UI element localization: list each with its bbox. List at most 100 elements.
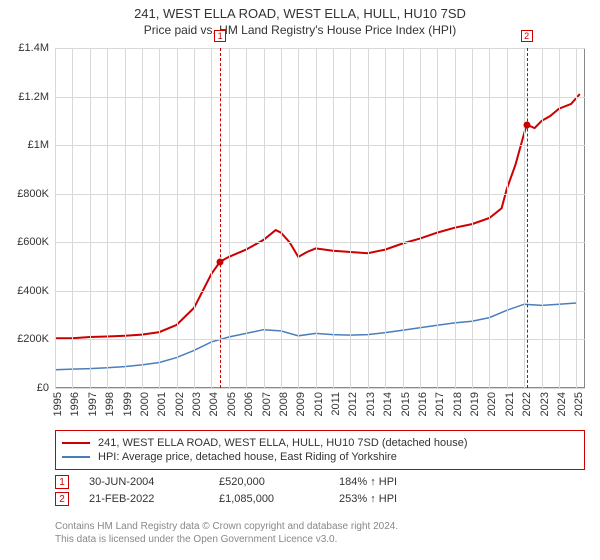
page-title: 241, WEST ELLA ROAD, WEST ELLA, HULL, HU… <box>0 6 600 21</box>
gridline-v <box>177 48 178 388</box>
gridline-v <box>142 48 143 388</box>
xtick-label: 2007 <box>261 392 273 416</box>
xtick-label: 2021 <box>504 392 516 416</box>
transaction-marker: 2 <box>521 30 533 42</box>
gridline-v <box>472 48 473 388</box>
chart-lines <box>55 48 585 388</box>
gridline-v <box>385 48 386 388</box>
xtick-label: 2009 <box>295 392 307 416</box>
ytick-label: £1M <box>28 139 49 151</box>
legend-item-property: 241, WEST ELLA ROAD, WEST ELLA, HULL, HU… <box>62 437 578 449</box>
gridline-v <box>211 48 212 388</box>
gridline-v <box>55 48 56 388</box>
gridline-h <box>55 291 585 292</box>
xtick-label: 2002 <box>174 392 186 416</box>
transaction-marker-box: 2 <box>55 492 69 506</box>
gridline-v <box>159 48 160 388</box>
xtick-label: 1999 <box>122 392 134 416</box>
xtick-label: 2024 <box>556 392 568 416</box>
chart-area: £0£200K£400K£600K£800K£1M£1.2M£1.4M19951… <box>55 48 585 388</box>
xtick-label: 2015 <box>400 392 412 416</box>
xtick-label: 1995 <box>52 392 64 416</box>
legend: 241, WEST ELLA ROAD, WEST ELLA, HULL, HU… <box>55 430 585 470</box>
xtick-label: 2012 <box>347 392 359 416</box>
transaction-dot <box>217 258 224 265</box>
transaction-date: 30-JUN-2004 <box>89 476 219 488</box>
xtick-label: 2006 <box>243 392 255 416</box>
gridline-h <box>55 242 585 243</box>
xtick-label: 2001 <box>156 392 168 416</box>
gridline-v <box>90 48 91 388</box>
legend-item-hpi: HPI: Average price, detached house, East… <box>62 451 578 463</box>
xtick-label: 2022 <box>521 392 533 416</box>
gridline-v <box>542 48 543 388</box>
ytick-label: £200K <box>17 333 49 345</box>
gridline-v <box>316 48 317 388</box>
xtick-label: 1996 <box>69 392 81 416</box>
ytick-label: £1.2M <box>18 91 49 103</box>
gridline-v <box>281 48 282 388</box>
legend-label: 241, WEST ELLA ROAD, WEST ELLA, HULL, HU… <box>98 437 468 449</box>
gridline-v <box>368 48 369 388</box>
transaction-vline <box>220 48 221 388</box>
xtick-label: 2016 <box>417 392 429 416</box>
transaction-dot <box>523 121 530 128</box>
xtick-label: 1997 <box>87 392 99 416</box>
gridline-h <box>55 194 585 195</box>
xtick-label: 1998 <box>104 392 116 416</box>
gridline-v <box>489 48 490 388</box>
gridline-v <box>107 48 108 388</box>
xtick-label: 2023 <box>539 392 551 416</box>
xtick-label: 2008 <box>278 392 290 416</box>
transaction-row: 1 30-JUN-2004 £520,000 184% ↑ HPI <box>55 475 585 489</box>
gridline-v <box>403 48 404 388</box>
xtick-label: 2005 <box>226 392 238 416</box>
gridline-h <box>55 388 585 389</box>
gridline-h <box>55 48 585 49</box>
xtick-label: 2025 <box>573 392 585 416</box>
xtick-label: 2003 <box>191 392 203 416</box>
gridline-v <box>72 48 73 388</box>
gridline-v <box>437 48 438 388</box>
xtick-label: 2020 <box>486 392 498 416</box>
xtick-label: 2000 <box>139 392 151 416</box>
ytick-label: £600K <box>17 236 49 248</box>
gridline-v <box>246 48 247 388</box>
xtick-label: 2011 <box>330 392 342 416</box>
gridline-h <box>55 145 585 146</box>
transaction-table: 1 30-JUN-2004 £520,000 184% ↑ HPI 2 21-F… <box>55 472 585 509</box>
gridline-v <box>229 48 230 388</box>
gridline-v <box>559 48 560 388</box>
gridline-v <box>524 48 525 388</box>
transaction-vline <box>527 48 528 388</box>
legend-swatch <box>62 442 90 444</box>
xtick-label: 2017 <box>434 392 446 416</box>
legend-swatch <box>62 456 90 458</box>
gridline-v <box>264 48 265 388</box>
gridline-v <box>455 48 456 388</box>
xtick-label: 2004 <box>208 392 220 416</box>
footer-line1: Contains HM Land Registry data © Crown c… <box>55 520 585 533</box>
transaction-pct: 184% ↑ HPI <box>339 476 397 488</box>
transaction-marker: 1 <box>214 30 226 42</box>
ytick-label: £800K <box>17 188 49 200</box>
gridline-v <box>350 48 351 388</box>
gridline-v <box>420 48 421 388</box>
xtick-label: 2019 <box>469 392 481 416</box>
page-subtitle: Price paid vs. HM Land Registry's House … <box>0 23 600 37</box>
transaction-price: £1,085,000 <box>219 493 339 505</box>
transaction-pct: 253% ↑ HPI <box>339 493 397 505</box>
gridline-v <box>125 48 126 388</box>
ytick-label: £400K <box>17 285 49 297</box>
transaction-price: £520,000 <box>219 476 339 488</box>
gridline-v <box>194 48 195 388</box>
xtick-label: 2014 <box>382 392 394 416</box>
transaction-date: 21-FEB-2022 <box>89 493 219 505</box>
xtick-label: 2010 <box>313 392 325 416</box>
transaction-row: 2 21-FEB-2022 £1,085,000 253% ↑ HPI <box>55 492 585 506</box>
gridline-v <box>298 48 299 388</box>
xtick-label: 2018 <box>452 392 464 416</box>
gridline-v <box>576 48 577 388</box>
gridline-h <box>55 97 585 98</box>
gridline-v <box>333 48 334 388</box>
